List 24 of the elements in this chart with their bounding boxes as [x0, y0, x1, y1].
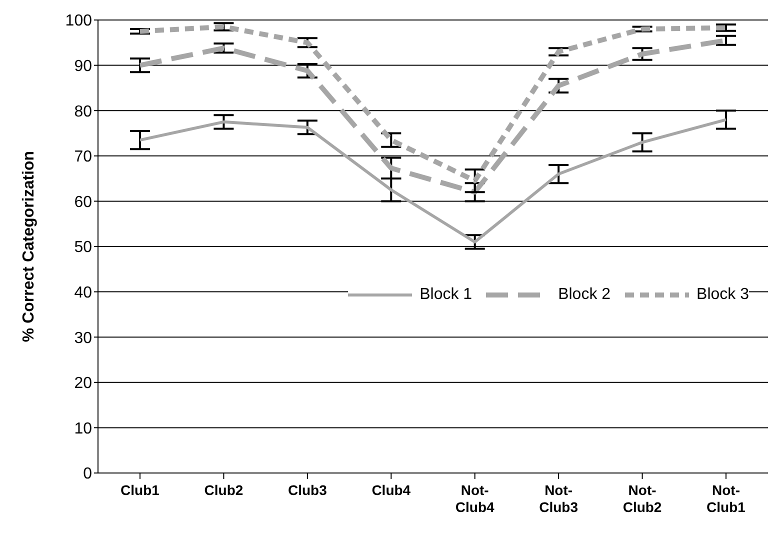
y-axis-title: % Correct Categorization — [20, 150, 38, 342]
y-tick-label: 70 — [74, 148, 92, 166]
x-tick-label: Not-Club1 — [706, 482, 746, 515]
y-tick-label: 30 — [74, 330, 92, 347]
y-tick-label: 100 — [65, 12, 92, 30]
x-tick-label: Not-Club3 — [539, 482, 578, 515]
y-tick-label: 20 — [74, 375, 92, 392]
y-tick-label: 80 — [74, 103, 92, 120]
line-series — [138, 118, 728, 244]
legend-label: Block 1 — [418, 286, 472, 304]
legend-label: Block 3 — [696, 286, 749, 304]
y-tick-label: 60 — [74, 194, 92, 211]
y-tick-label: 50 — [74, 239, 92, 256]
y-tick-label: 0 — [83, 466, 92, 483]
x-tick-label: Not-Club2 — [622, 482, 662, 515]
y-tick-label: 90 — [74, 58, 92, 75]
x-tick-label: Club1 — [120, 482, 160, 498]
x-tick-label: Not-Club4 — [455, 482, 495, 515]
y-tick-label: 40 — [74, 284, 92, 302]
x-tick-label: Club3 — [288, 482, 328, 498]
legend-label: Block 2 — [557, 286, 611, 304]
x-tick-label: Club4 — [372, 482, 411, 498]
x-tick-label: Club2 — [204, 482, 244, 498]
y-tick-label: 10 — [74, 420, 92, 438]
